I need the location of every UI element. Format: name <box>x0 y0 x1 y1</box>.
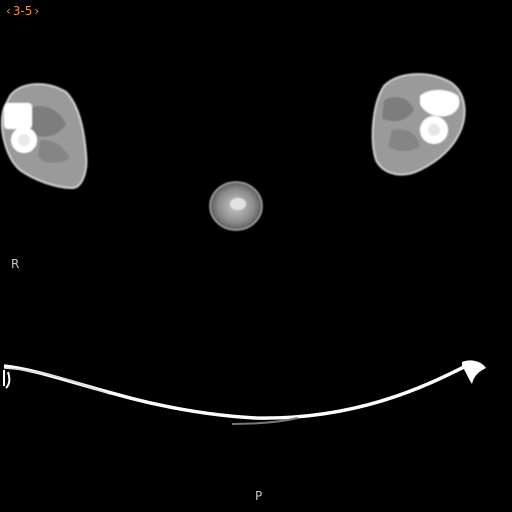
series-navigator: ‹ 3-5 › <box>6 5 39 17</box>
chevron-left-icon[interactable]: ‹ <box>6 4 11 18</box>
midline-soft-tissue <box>209 181 263 231</box>
orientation-marker-left: R <box>11 257 20 271</box>
left-thigh-cross-section <box>371 73 466 176</box>
series-index-label: 3-5 <box>12 4 33 18</box>
orientation-marker-bottom: P <box>255 489 263 503</box>
right-thigh-cross-section <box>0 83 88 190</box>
ct-table <box>3 360 486 425</box>
chevron-right-icon[interactable]: › <box>34 4 40 18</box>
